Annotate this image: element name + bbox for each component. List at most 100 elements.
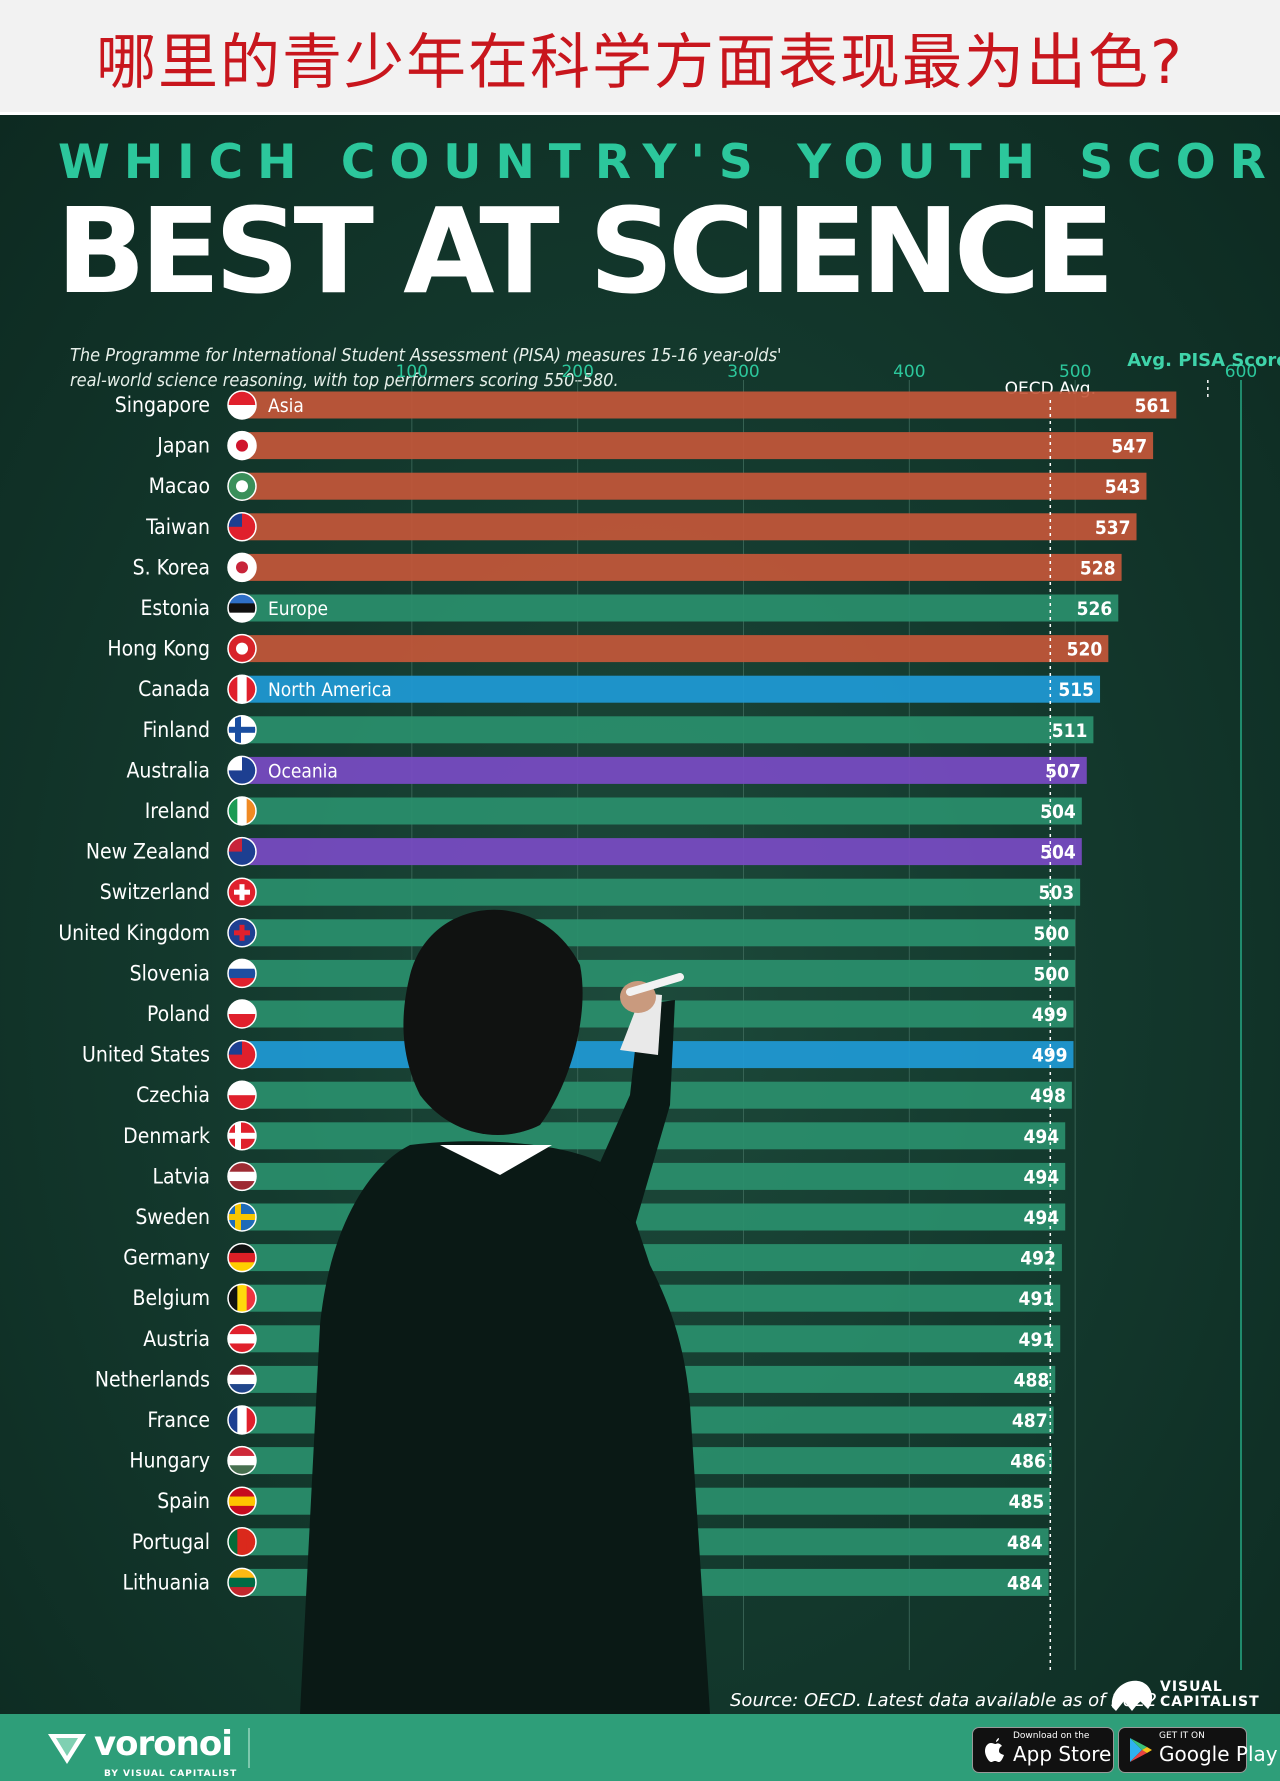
bar-value-label: 520	[1067, 639, 1103, 661]
flag-outline	[227, 836, 257, 867]
flag-icon	[228, 553, 256, 582]
google-play-label: Google Play	[1159, 1742, 1278, 1766]
bar-value-label: 511	[1052, 720, 1088, 742]
region-label: Oceania	[268, 760, 338, 782]
flag-icon	[228, 391, 256, 419]
flag-part	[228, 1132, 256, 1139]
bar-new-zealand	[246, 838, 1082, 866]
flag-part	[228, 1214, 256, 1220]
voronoi-byline: BY VISUAL CAPITALIST	[104, 1769, 238, 1779]
country-label: Portugal	[132, 1530, 210, 1554]
flag-part	[228, 1587, 256, 1597]
x-tick-label: 100	[396, 362, 428, 382]
flag-part	[228, 726, 256, 733]
bar-value-label: 486	[1010, 1451, 1046, 1473]
google-play-button[interactable]: GET IT ON Google Play	[1118, 1727, 1278, 1773]
flag-part	[237, 797, 248, 825]
flag-icon	[228, 715, 256, 744]
apple-icon	[985, 1738, 1004, 1762]
flag-outline	[227, 1486, 257, 1516]
flag-outline	[227, 512, 257, 542]
flag-icon	[228, 431, 256, 460]
flag-icon	[228, 1446, 256, 1475]
flag-outline	[227, 1283, 257, 1313]
flag-outline	[227, 1080, 257, 1110]
flag-outline	[227, 633, 257, 664]
bar-value-label: 484	[1007, 1572, 1043, 1594]
title-banner: 哪里的青少年在科学方面表现最为出色?	[0, 0, 1280, 112]
flag-outline	[227, 1364, 257, 1395]
flag-part	[228, 1262, 256, 1272]
flag-outline	[227, 877, 257, 907]
bar-value-label: 499	[1032, 1045, 1068, 1067]
flag-icon	[228, 1243, 256, 1272]
bar-value-label: 543	[1105, 476, 1141, 498]
country-label: S. Korea	[133, 555, 210, 579]
vc-line-1: VISUAL	[1160, 1679, 1223, 1695]
flag-part	[228, 405, 256, 419]
flag-part	[237, 1406, 248, 1434]
flag-outline	[227, 958, 257, 989]
flag-outline	[227, 1567, 257, 1598]
bar-singapore	[246, 391, 1177, 419]
flag-part	[239, 924, 245, 941]
flag-part	[237, 1527, 248, 1556]
flag-icon	[228, 1365, 256, 1394]
bar-value-label: 515	[1058, 679, 1094, 701]
bar-s-korea	[246, 553, 1122, 581]
bar-value-label: 488	[1014, 1369, 1050, 1391]
subtitle-line-1: The Programme for International Student …	[70, 345, 782, 366]
flag-part	[228, 978, 256, 988]
flag-part	[228, 1334, 256, 1345]
bar-value-label: 528	[1080, 557, 1116, 579]
bar-value-label: 491	[1019, 1288, 1055, 1310]
app-store-caption: Download on the	[1013, 1731, 1090, 1741]
bar-value-label: 504	[1040, 842, 1076, 864]
flag-icon	[228, 1324, 256, 1353]
flag-outline	[227, 999, 257, 1029]
flag-outline	[227, 1039, 257, 1070]
app-store-label: App Store	[1013, 1742, 1112, 1766]
bar-value-label: 494	[1024, 1126, 1060, 1148]
bar-value-label: 485	[1009, 1491, 1045, 1513]
country-label: Netherlands	[95, 1367, 210, 1391]
country-label: Australia	[126, 758, 210, 782]
footer-divider	[248, 1728, 250, 1768]
visual-capitalist-icon	[1111, 1680, 1153, 1711]
country-label: Spain	[157, 1489, 210, 1513]
country-label: Latvia	[152, 1164, 210, 1188]
country-label: Switzerland	[100, 880, 210, 904]
bar-taiwan	[246, 513, 1137, 541]
country-label: Singapore	[115, 393, 210, 417]
x-tick-label: 600	[1225, 362, 1257, 382]
flag-part	[228, 1505, 256, 1516]
flag-icon	[228, 675, 256, 704]
bar-value-label: 526	[1077, 598, 1113, 620]
flag-icon	[228, 1000, 256, 1028]
flag-outline	[227, 1445, 257, 1476]
bar-value-label: 537	[1095, 517, 1131, 539]
flag-part	[228, 1374, 256, 1386]
flag-part	[228, 1343, 256, 1353]
flag-icon	[228, 1162, 256, 1191]
app-store-button[interactable]: Download on the App Store	[972, 1727, 1114, 1773]
flag-icon	[228, 1203, 256, 1231]
country-label: Ireland	[145, 799, 210, 823]
flag-part	[235, 1121, 241, 1150]
bar-value-label: 500	[1033, 923, 1069, 945]
flag-part	[239, 884, 245, 901]
flag-part	[228, 603, 256, 614]
flag-icon	[228, 797, 256, 825]
student-silhouette	[300, 909, 710, 1714]
bar-switzerland	[246, 878, 1081, 906]
flag-part	[228, 968, 256, 980]
visual-capitalist-logo[interactable]: VISUAL CAPITALIST	[1108, 1675, 1268, 1714]
country-label: Estonia	[140, 596, 210, 620]
voronoi-icon	[48, 1734, 86, 1764]
flag-part	[228, 1384, 256, 1394]
google-play-caption: GET IT ON	[1159, 1731, 1205, 1741]
bar-value-label: 507	[1045, 760, 1081, 782]
flag-icon	[228, 512, 256, 541]
flag-part	[228, 1171, 256, 1183]
bar-value-label: 487	[1012, 1410, 1048, 1432]
